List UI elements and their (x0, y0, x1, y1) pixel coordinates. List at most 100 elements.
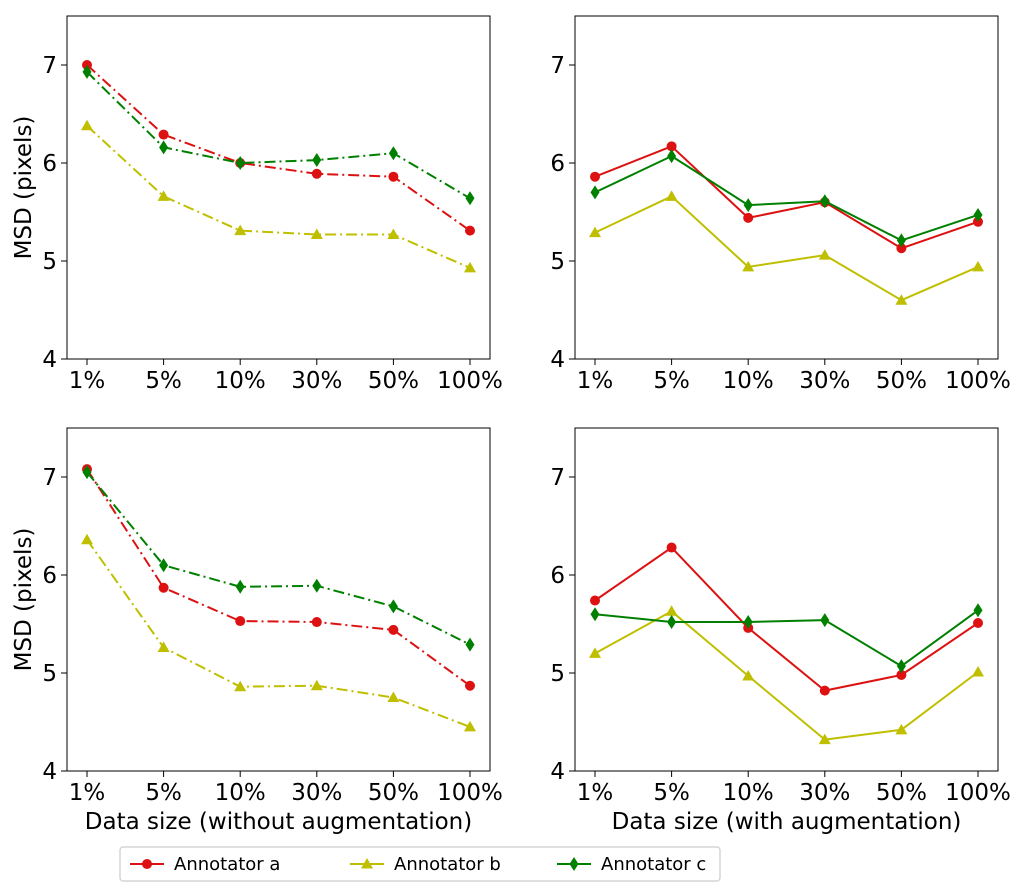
series-line-annotator-a (86, 468, 471, 687)
data-point (235, 156, 245, 170)
data-point (465, 637, 475, 652)
x-tick-label: 5% (653, 780, 690, 806)
legend-marker (142, 859, 152, 869)
data-point (896, 669, 907, 680)
series-line-annotator-b (86, 539, 471, 728)
data-point (973, 603, 983, 618)
y-tick-label: 5 (550, 249, 565, 275)
chart-panel-top-left: 4 5 6 7 1% 5% 10% 30% 50% 100% MSD (pixels) (11, 15, 503, 394)
x-tick-label: 10% (215, 780, 266, 806)
x-tick-label: 30% (799, 368, 850, 394)
data-point (464, 261, 476, 273)
x-tick-label: 5% (145, 368, 182, 394)
data-point (667, 615, 677, 630)
y-tick-label: 6 (42, 151, 57, 177)
data-point (895, 723, 908, 735)
legend: Annotator a Annotator b Annotator c (119, 846, 721, 882)
y-tick-label: 4 (550, 347, 565, 373)
data-point (896, 659, 906, 674)
data-point (667, 149, 677, 164)
data-point (235, 616, 246, 627)
y-tick-label: 4 (42, 347, 57, 373)
x-tick-label: 30% (291, 780, 342, 806)
x-tick-label: 100% (945, 780, 1011, 806)
data-point (818, 733, 831, 745)
data-point (465, 191, 475, 206)
y-tick-label: 7 (42, 465, 57, 491)
y-tick-label: 5 (42, 249, 57, 275)
series-line-annotator-b (594, 610, 979, 741)
series-line-annotator-b (594, 195, 979, 302)
data-point (665, 605, 678, 616)
data-point (388, 171, 399, 182)
legend-item: Annotator a (130, 854, 280, 875)
y-tick-label: 4 (550, 759, 565, 785)
data-point (312, 578, 322, 593)
x-tick-label: 100% (437, 368, 503, 394)
data-point (158, 129, 169, 140)
data-point (590, 185, 600, 200)
x-tick-label: 10% (723, 780, 774, 806)
data-point (972, 666, 984, 677)
legend-marker (361, 858, 373, 869)
data-point (896, 243, 907, 254)
y-axis-label: MSD (pixels) (11, 528, 37, 672)
axes-frame (66, 15, 491, 360)
data-point (465, 680, 475, 691)
series-line-annotator-c (86, 71, 471, 200)
series-line-annotator-a (594, 546, 979, 692)
data-point (896, 233, 906, 248)
data-point (666, 141, 677, 152)
data-point (82, 64, 92, 79)
x-tick-label: 1% (69, 780, 106, 806)
data-point (465, 225, 475, 236)
data-point (388, 599, 398, 614)
chart-panels: 4 5 6 7 1% 5% 10% 30% 50% 100% MSD (pixels) 4 5 6 7 1% 5… (11, 15, 1011, 835)
data-point (157, 641, 170, 653)
series-line-annotator-a (86, 64, 471, 232)
y-tick-label: 5 (42, 661, 57, 687)
legend-marker (569, 857, 579, 871)
legend-label: Annotator b (394, 854, 501, 875)
data-point (590, 607, 600, 622)
data-point (387, 691, 400, 702)
data-point (312, 153, 322, 168)
legend-label: Annotator c (601, 854, 706, 875)
data-point (388, 146, 398, 161)
data-point (310, 228, 323, 240)
y-tick-label: 6 (550, 563, 565, 589)
data-point (743, 615, 753, 630)
x-tick-label: 50% (368, 780, 419, 806)
data-point (311, 168, 322, 179)
axes-frame (574, 427, 999, 772)
data-point (590, 171, 600, 182)
series-line-annotator-c (86, 471, 471, 646)
data-point (157, 190, 170, 201)
data-point (590, 595, 600, 606)
y-tick-label: 5 (550, 661, 565, 687)
data-point (81, 119, 93, 131)
legend-item: Annotator c (557, 854, 706, 875)
data-point (310, 679, 323, 691)
x-tick-label: 10% (723, 368, 774, 394)
data-point (159, 558, 169, 573)
chart-panel-bottom-right: 4 5 6 7 1% 5% 10% 30% 50% 100% Data size (with aug… (550, 427, 1011, 835)
y-tick-label: 4 (42, 759, 57, 785)
data-point (235, 579, 245, 594)
data-point (972, 260, 984, 272)
data-point (234, 224, 247, 236)
legend-frame (119, 846, 721, 882)
data-point (743, 198, 753, 213)
data-point (973, 207, 983, 222)
data-point (387, 228, 400, 240)
chart-panel-top-right: 4 5 6 7 1% 5% 10% 30% 50% 100% (550, 15, 1011, 394)
data-point (665, 190, 678, 201)
x-axis-label: Data size (with augmentation) (612, 809, 962, 835)
x-axis-label: Data size (without augmentation) (85, 809, 472, 835)
y-tick-label: 7 (550, 53, 565, 79)
data-point (82, 465, 92, 480)
x-tick-label: 10% (215, 368, 266, 394)
data-point (311, 617, 322, 628)
data-point (159, 140, 169, 155)
